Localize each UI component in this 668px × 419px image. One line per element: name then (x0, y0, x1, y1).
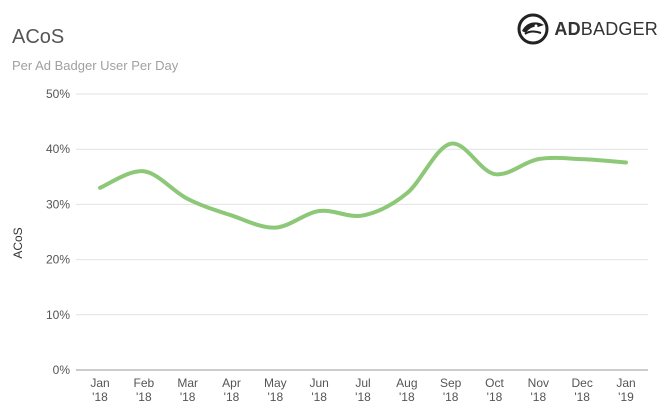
chart-title: ACoS (12, 26, 65, 48)
x-tick-label: Jul '18 (355, 376, 371, 404)
y-tick-label: 0% (53, 363, 71, 377)
y-tick-label: 40% (46, 142, 70, 156)
x-tick-label: Jan '18 (90, 376, 109, 404)
x-tick-label: Oct '18 (485, 376, 504, 404)
gridlines (76, 93, 648, 371)
acos-series-line (98, 141, 628, 230)
x-tick-label: Jan '19 (616, 376, 635, 404)
y-tick-label: 30% (46, 197, 70, 211)
y-axis: 0% 10% 20% 30% 40% 50% (46, 87, 70, 377)
x-tick-label: Apr '18 (222, 376, 241, 404)
chart-subtitle: Per Ad Badger User Per Day (12, 58, 179, 73)
x-tick-label: Mar '18 (177, 376, 198, 404)
x-axis: Jan '18 Feb '18 Mar '18 Apr '18 May '18 Jun '18 Jul '… (90, 376, 635, 404)
y-tick-label: 20% (46, 253, 70, 267)
y-axis-label: ACoS (11, 227, 25, 258)
x-tick-label: Feb '18 (133, 376, 154, 404)
x-tick-label: Aug '18 (396, 376, 417, 404)
adbadger-logo: ADBADGER (516, 12, 658, 46)
x-tick-label: Sep '18 (440, 376, 462, 404)
logo-wordmark: ADBADGER (554, 19, 658, 40)
x-tick-label: Nov '18 (528, 376, 549, 404)
y-tick-label: 10% (46, 308, 70, 322)
x-tick-label: Jun '18 (309, 376, 328, 404)
y-tick-label: 50% (46, 87, 70, 101)
x-tick-label: May '18 (264, 376, 287, 404)
logo-wordmark-light: BADGER (580, 18, 658, 39)
badger-head-icon (517, 13, 549, 45)
x-tick-label: Dec '18 (571, 376, 592, 404)
logo-wordmark-bold: AD (554, 18, 581, 39)
